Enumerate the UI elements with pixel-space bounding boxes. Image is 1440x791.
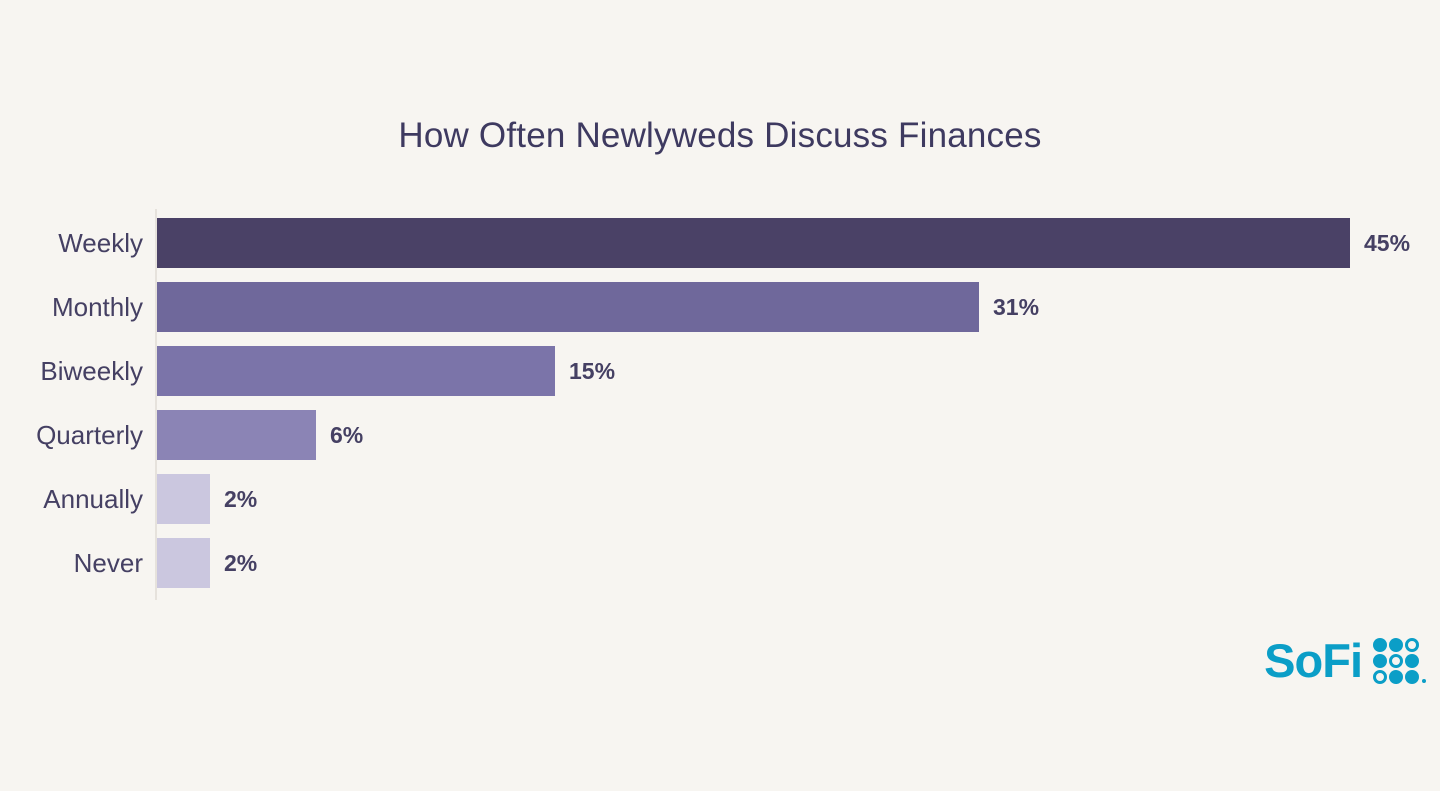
bar [157,218,1350,268]
bar [157,282,979,332]
category-label: Monthly [51,291,143,322]
category-label: Weekly [58,227,143,258]
bar-area: 2% [157,474,1440,524]
bar-row: Annually 2% [0,474,1440,524]
value-label: 2% [224,549,258,576]
value-label: 31% [993,293,1040,320]
bar [157,474,210,524]
category-label: Annually [43,483,143,514]
bar [157,346,555,396]
bar-area: 6% [157,410,1440,460]
sofi-logo-text: SoFi [1264,634,1363,687]
logo-dot-icon [1373,669,1387,684]
bar-row: Weekly 45% [0,218,1440,268]
bar-area: 45% [157,218,1440,268]
sofi-logo-grid-icon [1373,637,1426,684]
category-label: Never [73,547,143,578]
value-label: 2% [224,485,258,512]
category-label: Biweekly [40,355,143,386]
chart-title: How Often Newlyweds Discuss Finances [398,116,1042,155]
category-label: Quarterly [36,419,143,450]
logo-dot-icon [1405,669,1419,684]
value-label: 15% [569,357,616,384]
logo-dot-icon [1389,653,1403,668]
logo-dot-icon [1389,637,1403,652]
bar-chart: Weekly 45% Monthly 31% Biweekly 15% Quar… [0,218,1440,602]
bar-area: 2% [157,538,1440,588]
value-label: 45% [1364,229,1411,256]
bar-row: Monthly 31% [0,282,1440,332]
y-axis-line [155,209,157,600]
bar-row: Biweekly 15% [0,346,1440,396]
logo-dot-icon [1405,653,1419,668]
bar [157,410,316,460]
bar-row: Never 2% [0,538,1440,588]
bar-row: Quarterly 6% [0,410,1440,460]
bar-rows-container: Weekly 45% Monthly 31% Biweekly 15% Quar… [0,218,1440,588]
sofi-logo: SoFi [1264,634,1426,687]
logo-dot-icon [1389,669,1403,684]
value-label: 6% [330,421,364,448]
bar-area: 15% [157,346,1440,396]
trademark-dot-icon [1422,678,1426,683]
bar [157,538,210,588]
bar-area: 31% [157,282,1440,332]
logo-dot-icon [1373,637,1387,652]
logo-dot-icon [1373,653,1387,668]
logo-dot-icon [1405,637,1419,652]
